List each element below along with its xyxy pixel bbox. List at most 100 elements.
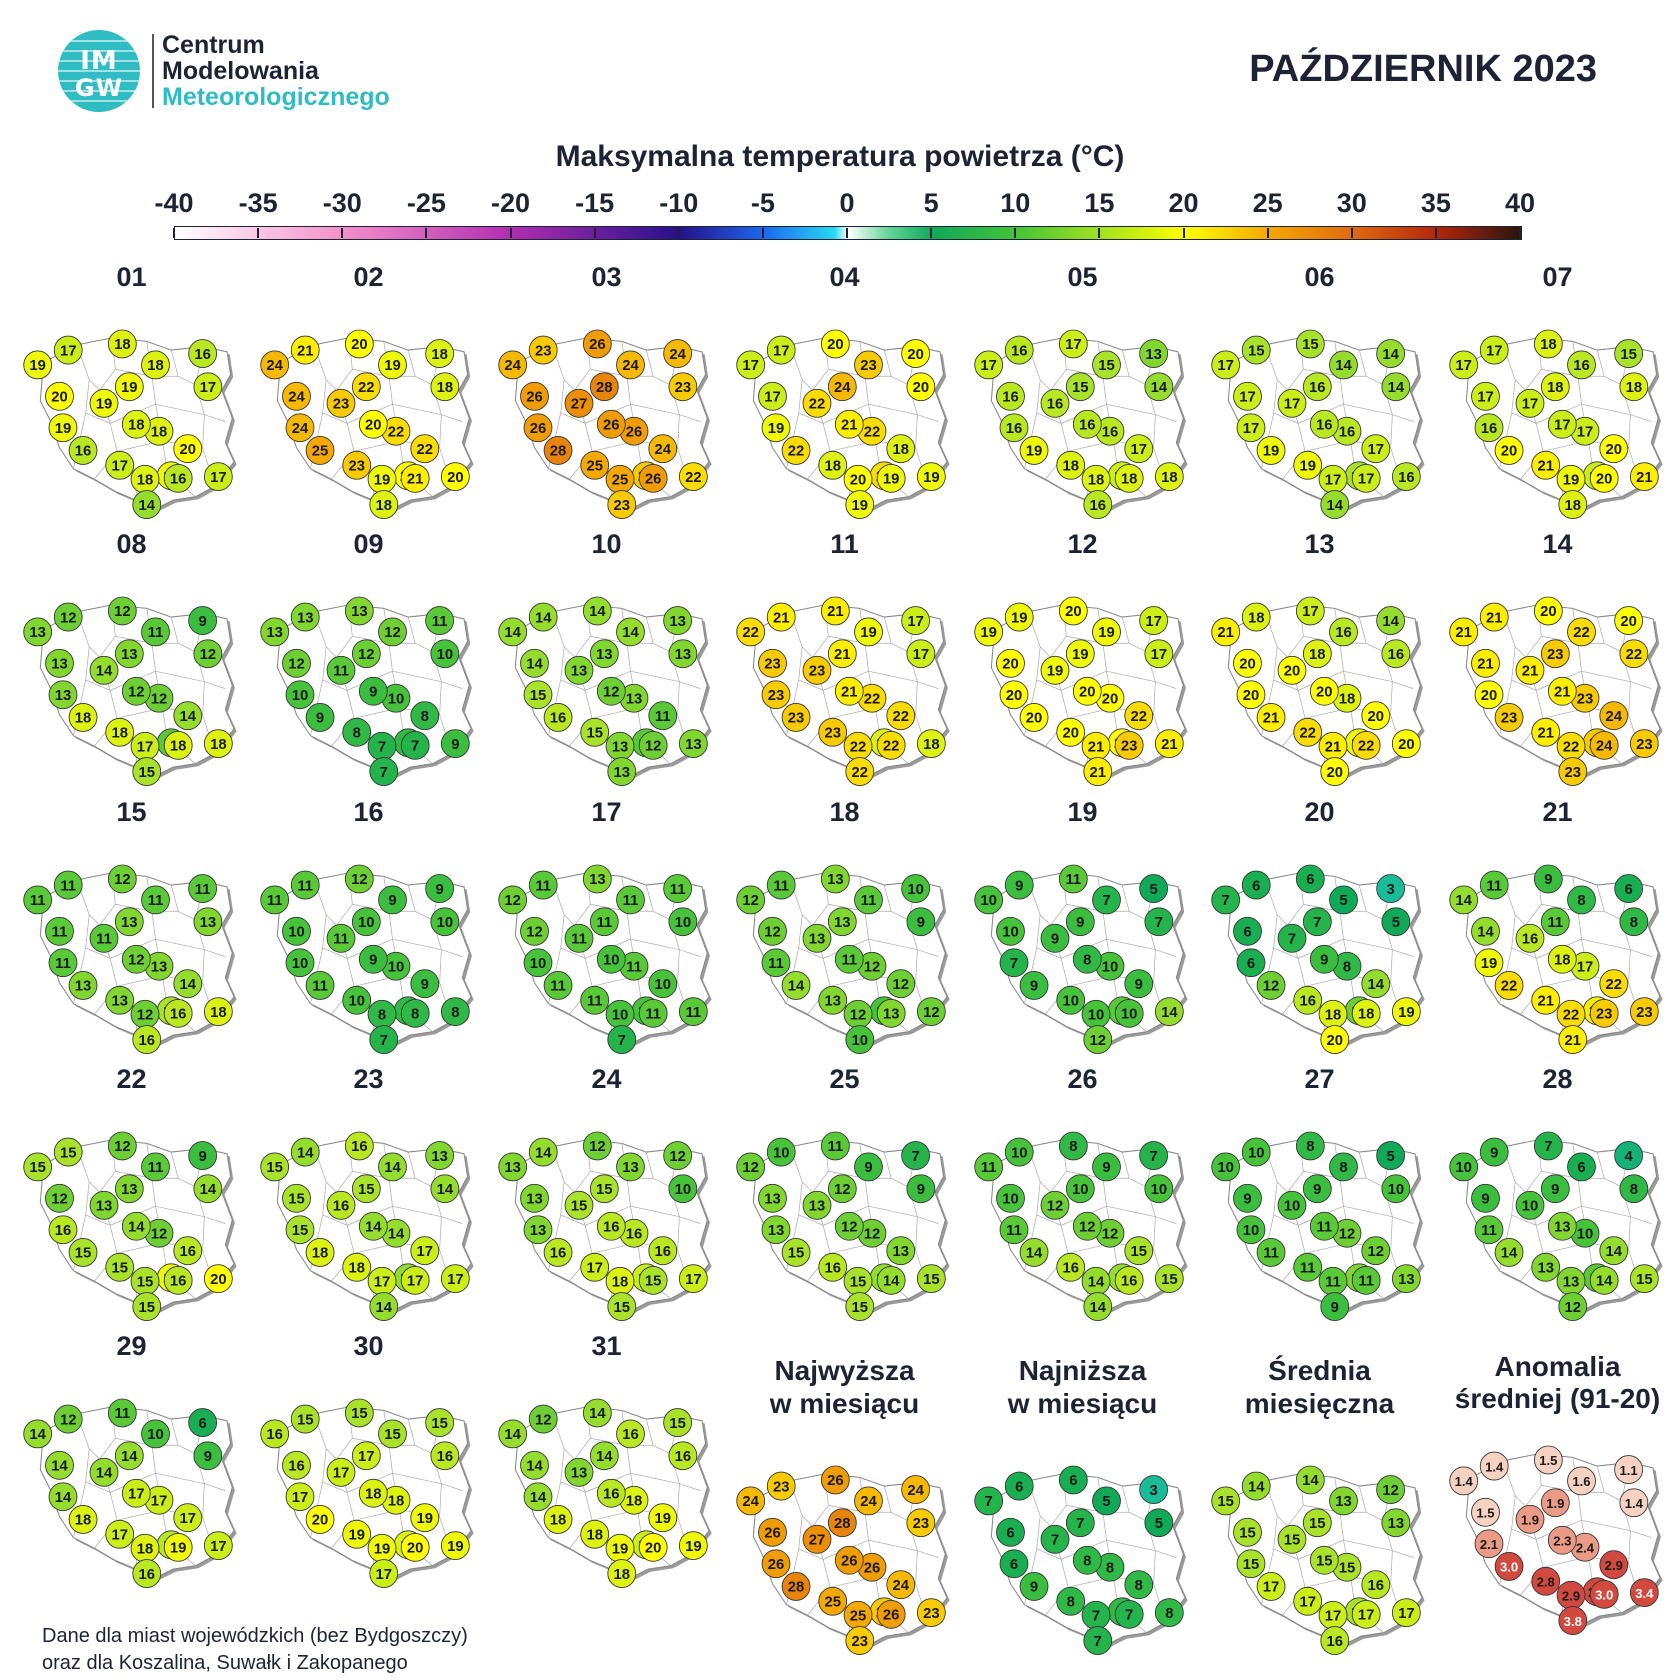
city-value: 13 <box>764 1192 781 1208</box>
city-value: 24 <box>292 421 309 437</box>
city-marker: 21 <box>400 463 430 493</box>
city-value: 12 <box>1090 1033 1107 1049</box>
city-marker-circle <box>1531 450 1561 480</box>
city-value: 20 <box>827 337 844 353</box>
city-value: 16 <box>1309 380 1326 396</box>
city-marker-circle <box>834 676 864 706</box>
city-value: 14 <box>622 625 639 641</box>
city-value: 9 <box>1313 1182 1321 1198</box>
city-marker: 6 <box>1004 1471 1034 1501</box>
colorbar-tick-label: 35 <box>1420 188 1451 218</box>
city-marker-circle <box>1540 372 1570 402</box>
city-marker: 14 <box>1599 1236 1629 1266</box>
city-marker: 9 <box>188 606 218 635</box>
city-marker: 23 <box>528 335 558 365</box>
city-marker: 21 <box>1558 1025 1588 1054</box>
city-value: 14 <box>1606 1244 1623 1260</box>
city-marker: 12 <box>1072 1211 1102 1241</box>
city-marker-circle <box>1124 1570 1154 1600</box>
header: IM GW Centrum Modelowania Meteorologiczn… <box>0 0 1680 130</box>
city-marker: 10 <box>1095 951 1125 981</box>
city-value: 18 <box>431 347 448 363</box>
day-label: 03 <box>591 262 622 292</box>
city-marker-circle <box>1391 1598 1421 1628</box>
city-marker: 11 <box>854 885 883 915</box>
city-marker: 20 <box>400 1532 430 1562</box>
city-marker-circle <box>1233 648 1262 678</box>
city-value: 16 <box>139 1033 155 1049</box>
city-marker: 5 <box>1144 1508 1174 1538</box>
city-value: 22 <box>864 424 881 440</box>
voivodeship-border <box>155 403 205 415</box>
city-marker-circle <box>616 350 645 380</box>
city-marker-circle <box>1058 1465 1088 1495</box>
city-value: 10 <box>1248 1145 1265 1161</box>
city-marker: 10 <box>1381 1174 1411 1204</box>
city-marker-circle <box>1376 606 1406 635</box>
day-label: 21 <box>1542 797 1573 827</box>
city-marker-circle <box>1589 730 1619 760</box>
city-value: 21 <box>1263 711 1280 727</box>
city-value: 19 <box>170 1541 187 1557</box>
city-marker: 18 <box>1241 602 1271 632</box>
city-marker-circle <box>528 1404 558 1434</box>
city-marker-circle <box>1277 1190 1307 1220</box>
city-marker-circle <box>845 1626 875 1655</box>
city-marker: 17 <box>1236 413 1266 443</box>
poland-map: 66375576786898887787 <box>974 1465 1188 1655</box>
city-marker-circle <box>89 1457 119 1487</box>
city-marker-circle <box>1072 409 1102 439</box>
city-marker: 6 <box>1236 948 1266 978</box>
city-marker-circle <box>410 434 440 464</box>
city-marker: 16 <box>1004 335 1034 365</box>
city-marker-circle <box>121 944 151 974</box>
city-marker: 21 <box>1154 729 1184 759</box>
city-value: 23 <box>923 1606 940 1622</box>
day-panel: 1511121111111313111113111213131415121618… <box>13 797 250 1054</box>
city-marker-circle <box>326 388 356 418</box>
city-value: 20 <box>1006 688 1023 704</box>
voivodeship-border <box>868 1205 918 1217</box>
city-marker: 13 <box>344 596 374 626</box>
colorbar-tick-label: 0 <box>839 188 855 218</box>
city-value: 20 <box>1284 664 1301 680</box>
city-value: 13 <box>297 610 314 626</box>
city-value: 26 <box>827 1473 844 1489</box>
city-value: 21 <box>297 343 314 359</box>
city-value: 9 <box>421 977 429 993</box>
city-value: 22 <box>685 470 702 486</box>
city-marker-circle <box>1329 885 1358 915</box>
city-marker: 21 <box>1479 602 1509 632</box>
city-value: 3 <box>1387 882 1395 898</box>
city-marker: 16 <box>48 1215 78 1245</box>
city-value: 20 <box>1327 765 1344 781</box>
city-marker: 21 <box>1449 617 1479 647</box>
city-marker-circle <box>1599 434 1629 464</box>
day-panel: 0117181619181719201918191816172019181617… <box>13 262 250 519</box>
city-marker-circle <box>845 757 875 786</box>
city-value: 21 <box>1161 737 1178 753</box>
city-marker-circle <box>1515 655 1545 685</box>
org-name-line1: Centrum <box>162 31 265 59</box>
city-marker: 24 <box>285 413 315 443</box>
day-label: 16 <box>353 797 384 827</box>
city-marker: 13 <box>820 864 850 894</box>
city-value: 12 <box>114 604 131 620</box>
city-value: 17 <box>111 459 128 475</box>
city-value: 13 <box>571 1466 588 1482</box>
voivodeship-border <box>392 1205 442 1217</box>
city-marker: 17 <box>203 1531 233 1561</box>
city-marker-circle <box>1449 1152 1479 1182</box>
city-value: 14 <box>530 1490 547 1506</box>
city-marker: 13 <box>668 639 698 669</box>
city-marker-circle <box>1629 1264 1659 1294</box>
city-marker-circle <box>1351 730 1381 760</box>
city-value: 20 <box>1316 684 1333 700</box>
city-marker-circle <box>1056 985 1086 1015</box>
city-marker-circle <box>188 1408 218 1437</box>
city-marker-circle <box>1567 350 1596 380</box>
city-marker-circle <box>974 617 1004 647</box>
city-marker: 26 <box>523 413 553 443</box>
city-value: 19 <box>1481 956 1498 972</box>
city-marker: 14 <box>498 617 528 647</box>
